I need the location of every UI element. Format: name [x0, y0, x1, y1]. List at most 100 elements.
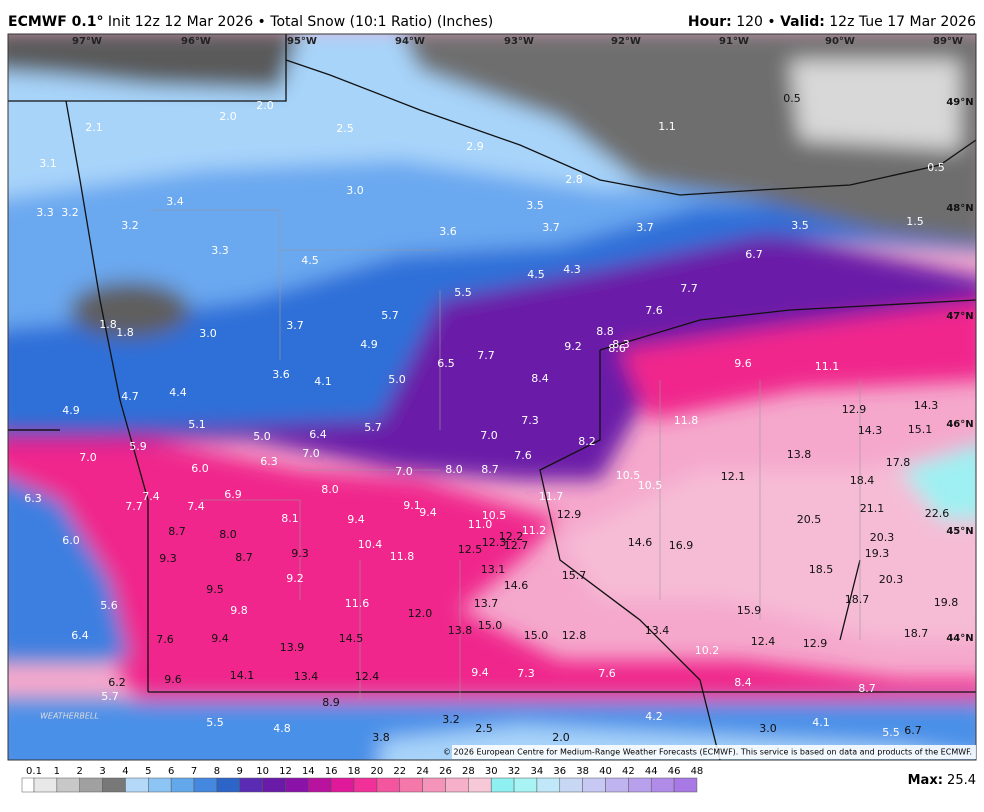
snow-total-label: 2.0	[219, 110, 237, 123]
colorbar-label: 16	[325, 766, 338, 777]
snow-total-label: 20.3	[870, 531, 895, 544]
colorbar-swatch	[422, 777, 446, 793]
valid-label: Valid:	[780, 14, 825, 30]
longitude-label: 93°W	[504, 36, 534, 47]
snow-total-label: 8.6	[608, 342, 626, 355]
snow-total-label: 1.8	[116, 326, 134, 339]
snow-total-label: 8.7	[168, 525, 186, 538]
snow-total-label: 9.1	[403, 499, 421, 512]
colorbar-swatch	[56, 777, 80, 793]
snow-total-label: 7.3	[521, 414, 539, 427]
snow-total-label: 21.1	[860, 502, 885, 515]
copyright-bg	[452, 745, 976, 759]
snow-total-label: 15.0	[524, 629, 549, 642]
max-label: Max:	[908, 773, 943, 788]
latitude-label: 49°N	[946, 97, 973, 108]
snow-total-label: 10.5	[482, 509, 507, 522]
snow-total-label: 8.0	[321, 483, 339, 496]
snow-total-label: 7.0	[480, 429, 498, 442]
snow-total-label: 13.7	[474, 597, 499, 610]
snow-total-label: 2.0	[552, 731, 570, 744]
snow-total-label: 8.0	[219, 528, 237, 541]
snow-total-label: 17.8	[886, 456, 911, 469]
snow-total-label: 13.1	[481, 563, 506, 576]
copyright: © 2026 European Centre for Medium-Range …	[443, 748, 972, 757]
snow-total-label: 14.6	[628, 536, 653, 549]
snow-total-label: 9.4	[347, 513, 365, 526]
longitude-label: 97°W	[72, 36, 102, 47]
snow-total-label: 12.8	[562, 629, 587, 642]
colorbar-swatch	[536, 777, 561, 793]
colorbar-label: 6	[168, 766, 174, 777]
longitude-label: 94°W	[395, 36, 425, 47]
snow-total-label: 3.2	[121, 219, 139, 232]
snow-total-label: 3.6	[439, 225, 457, 238]
snow-total-label: 15.1	[908, 423, 933, 436]
snow-total-label: 20.3	[879, 573, 904, 586]
snow-total-label: 13.4	[645, 624, 670, 637]
snow-total-label: 5.5	[206, 716, 224, 729]
snow-total-label: 8.8	[596, 325, 614, 338]
snow-total-label: 8.2	[578, 435, 596, 448]
snow-total-label: 9.8	[230, 604, 248, 617]
colorbar-label: 46	[668, 766, 681, 777]
max-value: 25.4	[947, 773, 976, 788]
snow-total-label: 9.5	[206, 583, 224, 596]
colorbar-swatch	[262, 777, 286, 793]
colorbar-swatch	[605, 777, 629, 793]
colorbar-label: 38	[576, 766, 589, 777]
snow-total-label: 4.3	[563, 263, 581, 276]
snow-total-label: 4.5	[527, 268, 545, 281]
snow-total-label: 3.7	[636, 221, 654, 234]
snow-total-label: 4.1	[812, 716, 830, 729]
colorbar-label: 34	[531, 766, 544, 777]
snow-total-label: 3.7	[286, 319, 304, 332]
snow-total-label: 3.5	[791, 219, 809, 232]
snow-total-label: 5.7	[381, 309, 399, 322]
snow-total-label: 6.4	[71, 629, 89, 642]
colorbar-swatch	[353, 777, 378, 793]
snow-total-label: 1.1	[658, 120, 676, 133]
snow-total-label: 3.2	[61, 206, 79, 219]
colorbar-swatch	[490, 777, 515, 793]
colorbar-swatch	[559, 777, 583, 793]
colorbar-swatch	[445, 777, 469, 793]
snow-total-label: 12.4	[355, 670, 380, 683]
snow-total-label: 12.5	[458, 543, 483, 556]
snow-total-label: 6.3	[260, 455, 278, 468]
colorbar-label: 48	[691, 766, 704, 777]
colorbar-label: 30	[485, 766, 498, 777]
snow-total-label: 8.0	[445, 463, 463, 476]
snow-total-label: 2.5	[475, 722, 493, 735]
snow-labels: 2.1 2.0 2.0 2.5 2.9 2.8 1.1 0.5 0.5 1.5 3.1 3.3 3.2 3…	[24, 92, 958, 744]
snow-total-label: 3.6	[272, 368, 290, 381]
snow-total-label: 2.9	[466, 140, 484, 153]
snow-total-label: 3.1	[39, 157, 57, 170]
colorbar-swatch	[376, 777, 401, 793]
snow-total-label: 7.6	[514, 449, 532, 462]
snow-total-label: 13.8	[448, 624, 473, 637]
snow-total-label: 20.5	[797, 513, 822, 526]
snow-total-label: 14.6	[504, 579, 529, 592]
snow-total-label: 5.5	[454, 286, 472, 299]
colorbar-label: 1	[54, 766, 60, 777]
snow-total-label: 0.5	[783, 92, 801, 105]
snow-total-label: 4.9	[62, 404, 80, 417]
snow-total-label: 11.1	[815, 360, 840, 373]
colorbar-swatch	[285, 777, 309, 793]
snow-total-label: 9.6	[164, 673, 182, 686]
snow-total-label: 3.0	[346, 184, 364, 197]
snow-total-label: 3.0	[759, 722, 777, 735]
snow-total-label: 0.5	[927, 161, 945, 174]
snow-total-label: 8.7	[481, 463, 499, 476]
hour: 120 •	[736, 14, 775, 30]
snow-total-label: 12.9	[803, 637, 828, 650]
snow-total-label: 4.4	[169, 386, 187, 399]
snow-total-label: 7.7	[477, 349, 495, 362]
snow-total-label: 19.3	[865, 547, 890, 560]
snow-total-label: 6.0	[62, 534, 80, 547]
snow-total-label: 11.7	[539, 490, 564, 503]
colorbar-swatch	[125, 777, 149, 793]
colorbar-label: 10	[256, 766, 269, 777]
snow-total-label: 12.9	[557, 508, 582, 521]
